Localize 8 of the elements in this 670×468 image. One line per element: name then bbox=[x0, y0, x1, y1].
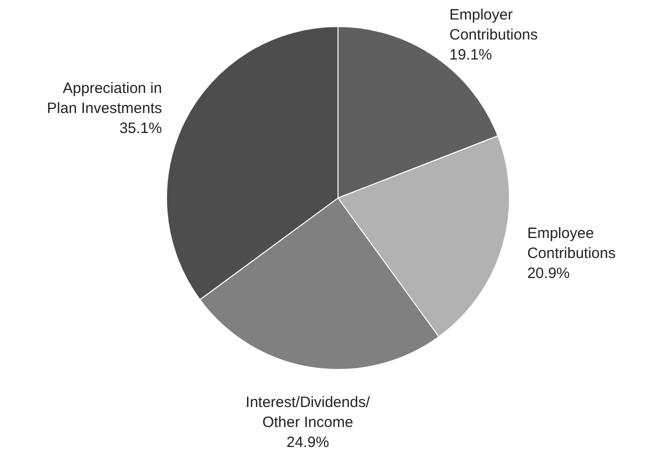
data-label: 19.1% bbox=[449, 46, 492, 64]
data-label: 20.9% bbox=[527, 264, 570, 282]
slice-label: Employer Contributions bbox=[449, 6, 538, 44]
slice-label: Appreciation in Plan Investments bbox=[46, 80, 162, 118]
data-label: 24.9% bbox=[286, 434, 330, 452]
data-label: 35.1% bbox=[119, 120, 162, 138]
slice-label: Interest/Dividends/ Other Income bbox=[246, 394, 371, 432]
slice-label: Employee Contributions bbox=[527, 224, 616, 262]
